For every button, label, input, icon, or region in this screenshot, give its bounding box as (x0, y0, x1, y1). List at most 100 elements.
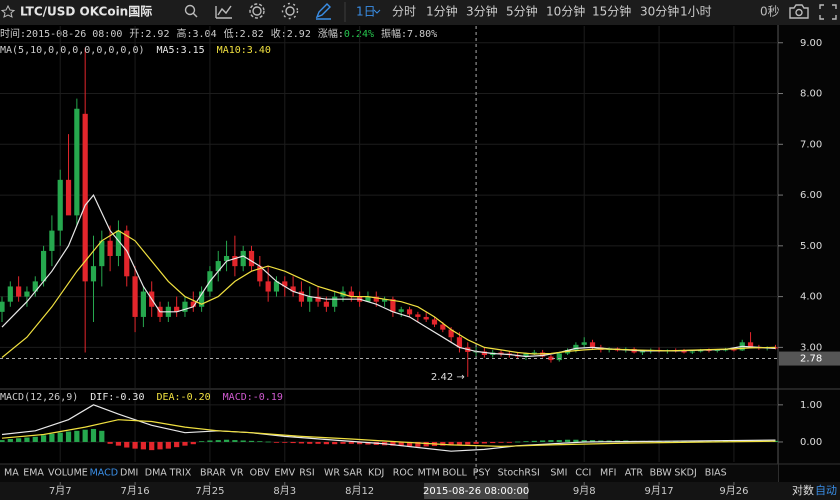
info-value: 2.92 (145, 29, 169, 40)
indicator-tab[interactable]: SAR (343, 468, 363, 479)
macd-bar (573, 439, 579, 442)
chart-type-icon[interactable] (215, 5, 232, 19)
indicator-tab[interactable]: DMA (145, 468, 168, 479)
candle-body (190, 301, 196, 307)
auto-toggle[interactable]: 自动 (815, 484, 837, 497)
search-icon-handle (192, 12, 198, 18)
indicator-tab[interactable]: MFI (600, 468, 616, 479)
macd-bar (581, 440, 587, 442)
timeframe[interactable]: 1分钟 (426, 4, 458, 19)
candle-body (232, 255, 238, 267)
macd-bar (215, 440, 221, 442)
timeframe[interactable]: 5分钟 (506, 4, 538, 19)
macd-bar (515, 441, 521, 443)
candle-body (16, 286, 22, 297)
candle-body (415, 314, 421, 317)
indicator-tab[interactable]: MACD (90, 468, 118, 479)
indicator-tab[interactable]: ATR (625, 468, 644, 479)
indicator-tab[interactable]: VOLUME (48, 468, 88, 479)
indicator-tab[interactable]: EMA (23, 468, 44, 479)
macd-bar (523, 441, 529, 443)
timeframe[interactable]: 分时 (392, 5, 416, 19)
macd-bar (490, 441, 496, 444)
candle-body (174, 306, 180, 312)
indicator-tab[interactable]: MTM (418, 468, 440, 479)
indicator-tab[interactable]: SMI (550, 468, 567, 479)
indicator-tab[interactable]: RSI (299, 468, 314, 479)
legend-entry: DIF:-0.30 (90, 392, 144, 403)
macd-bar (223, 439, 230, 442)
candle-body (223, 255, 230, 262)
low-marker: 2.42 → (431, 372, 465, 383)
indicator-tab[interactable]: EMV (274, 468, 295, 479)
snapshot-lens (795, 8, 803, 17)
indicator-tab[interactable]: MA (4, 468, 19, 479)
indicator-tab[interactable]: BIAS (705, 468, 727, 479)
macd-bar (456, 441, 463, 445)
indicator-tab[interactable]: BBW (650, 468, 673, 479)
candle-body (348, 291, 354, 297)
indicator-tab[interactable]: CCI (575, 468, 591, 479)
candle-body (406, 309, 413, 315)
period-selector[interactable]: 1日 (356, 5, 376, 19)
candle-body (689, 351, 695, 353)
macd-bar (182, 441, 188, 446)
info-value: 2015-08-26 08:00 (26, 29, 122, 40)
theme-icon[interactable] (285, 6, 295, 16)
indicator-tab[interactable]: TRIX (169, 468, 192, 479)
settings-icon[interactable] (252, 6, 262, 16)
info-label: 收: (271, 27, 287, 40)
candle-body (373, 296, 379, 302)
indicator-tab[interactable]: StochRSI (498, 468, 540, 479)
fullscreen-icon[interactable] (819, 4, 837, 20)
timeframe[interactable]: 3分钟 (466, 4, 498, 19)
candle-body (323, 301, 329, 307)
macd-bar (398, 441, 404, 447)
indicator-tab[interactable]: WR (324, 468, 340, 479)
candle-body (315, 296, 321, 302)
y-tick-label: 7.00 (800, 139, 822, 150)
indicator-tab[interactable]: DMI (120, 468, 138, 479)
log-toggle[interactable]: 对数 (792, 483, 814, 497)
macd-bar (65, 431, 72, 442)
macd-bar (506, 441, 512, 443)
candle-body (7, 286, 13, 302)
macd-bar (248, 440, 255, 442)
candle-body (381, 299, 388, 302)
timeframe[interactable]: 30分钟 (640, 4, 679, 19)
draw-icon[interactable] (315, 3, 331, 20)
candle-body (115, 230, 122, 256)
macd-bar (99, 430, 105, 442)
macd-bar (40, 435, 47, 442)
search-icon[interactable] (184, 4, 196, 16)
timeframe[interactable]: 1小时 (680, 5, 712, 19)
macd-bar (232, 440, 238, 442)
info-label: 涨幅: (318, 27, 344, 40)
snapshot-icon[interactable] (789, 4, 809, 19)
candle-body (498, 352, 504, 354)
candle-body (747, 342, 754, 348)
indicator-tab[interactable]: KDJ (368, 468, 384, 479)
macd-bar (165, 441, 171, 449)
candle-body (681, 350, 687, 353)
indicator-tab[interactable]: BOLL (442, 468, 467, 479)
indicator-tab[interactable]: BRAR (200, 468, 226, 479)
indicator-tab[interactable]: SKDJ (674, 468, 696, 479)
macd-bar (240, 440, 246, 442)
timeframe[interactable]: 15分钟 (592, 4, 631, 19)
macd-bar (257, 441, 263, 443)
symbol-title[interactable]: LTC/USD OKCoin国际 (20, 5, 152, 19)
toolbar (0, 0, 840, 25)
indicator-tab[interactable]: PSY (473, 468, 491, 479)
indicator-tab[interactable]: ROC (393, 468, 414, 479)
candle-body (40, 250, 47, 282)
star-icon[interactable] (0, 4, 16, 18)
indicator-tab[interactable]: VR (230, 468, 243, 479)
candle-body (714, 349, 720, 351)
candle-body (282, 281, 288, 287)
indicator-tab[interactable]: OBV (250, 468, 271, 479)
info-label: 高: (176, 27, 192, 40)
macd-line (1, 419, 776, 448)
timeframe[interactable]: 10分钟 (546, 4, 585, 19)
macd-bar (348, 441, 354, 444)
